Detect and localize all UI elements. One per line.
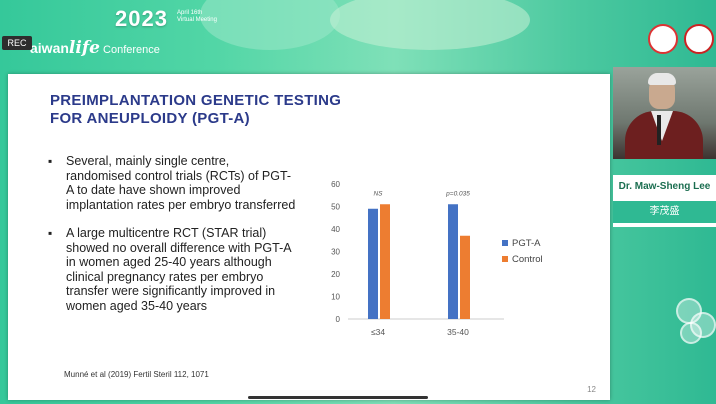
conference-name: aiwanlife Conference: [30, 38, 160, 58]
bar-pgt-a: [368, 208, 378, 319]
recording-indicator: REC: [2, 36, 32, 50]
significance-annotation: p=0.035: [445, 190, 470, 197]
bar-pgt-a: [448, 204, 458, 319]
sponsor-logo: [648, 24, 678, 54]
speaker-name-card: Dr. Maw-Sheng Lee 李茂盛: [613, 175, 716, 227]
video-progress-bar[interactable]: [248, 396, 428, 399]
bullet-list: Several, mainly single centre, randomise…: [48, 154, 296, 327]
y-tick-label: 50: [331, 203, 340, 212]
bar-control: [460, 235, 470, 319]
conference-header: 2023 April 16th Virtual Meeting aiwanlif…: [0, 0, 716, 66]
header-decoration: [200, 0, 340, 50]
x-tick-label: ≤34: [371, 327, 385, 337]
header-decoration: [330, 0, 530, 50]
page-number: 12: [587, 385, 596, 394]
bar-chart: 0 10 20 30 40 50 60 ≤34 NS 35-40 p=0.035 PGT-A Contr…: [331, 180, 543, 337]
bullet-item: Several, mainly single centre, randomise…: [48, 154, 296, 212]
speaker-name-en: Dr. Maw-Sheng Lee: [618, 181, 711, 192]
presentation-slide: PREIMPLANTATION GENETIC TESTING FOR ANEU…: [8, 74, 610, 400]
legend-label: PGT-A: [512, 238, 541, 249]
significance-annotation: NS: [373, 190, 383, 197]
legend-swatch: [502, 240, 508, 246]
speaker-name-zh: 李茂盛: [613, 201, 716, 223]
speaker-figure: [648, 73, 676, 85]
citation: Munné et al (2019) Fertil Steril 112, 10…: [64, 370, 209, 379]
bar-control: [380, 204, 390, 319]
speaker-video: [613, 67, 716, 159]
decoration-bubble: [680, 322, 702, 344]
y-tick-label: 30: [331, 248, 340, 257]
microphone: [657, 115, 661, 145]
y-tick-label: 0: [336, 315, 341, 324]
legend-swatch: [502, 256, 508, 262]
sponsor-logo: [684, 24, 714, 54]
conference-date: April 16th Virtual Meeting: [177, 10, 217, 23]
conference-year: 2023: [115, 6, 168, 31]
x-tick-label: 35-40: [447, 327, 469, 337]
slide-title: PREIMPLANTATION GENETIC TESTING FOR ANEU…: [50, 92, 342, 127]
y-tick-label: 60: [331, 180, 340, 189]
y-tick-label: 20: [331, 270, 340, 279]
y-tick-label: 10: [331, 293, 340, 302]
y-tick-label: 40: [331, 225, 340, 234]
bullet-item: A large multicentre RCT (STAR trial) sho…: [48, 226, 296, 313]
legend-label: Control: [512, 254, 543, 265]
